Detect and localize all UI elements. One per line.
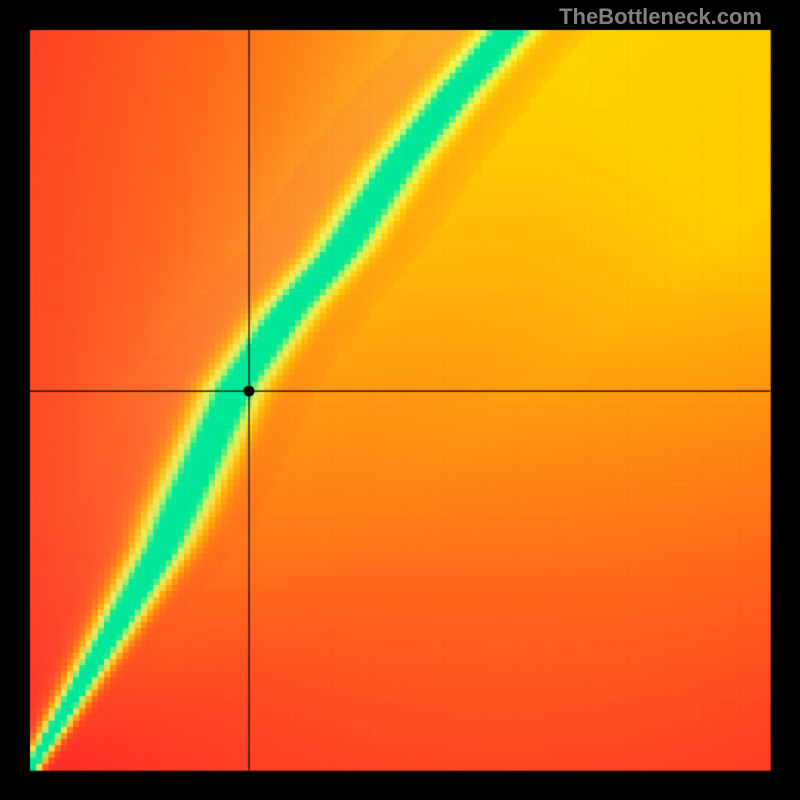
watermark-text: TheBottleneck.com: [559, 4, 762, 30]
bottleneck-heatmap: [0, 0, 800, 800]
chart-container: TheBottleneck.com: [0, 0, 800, 800]
